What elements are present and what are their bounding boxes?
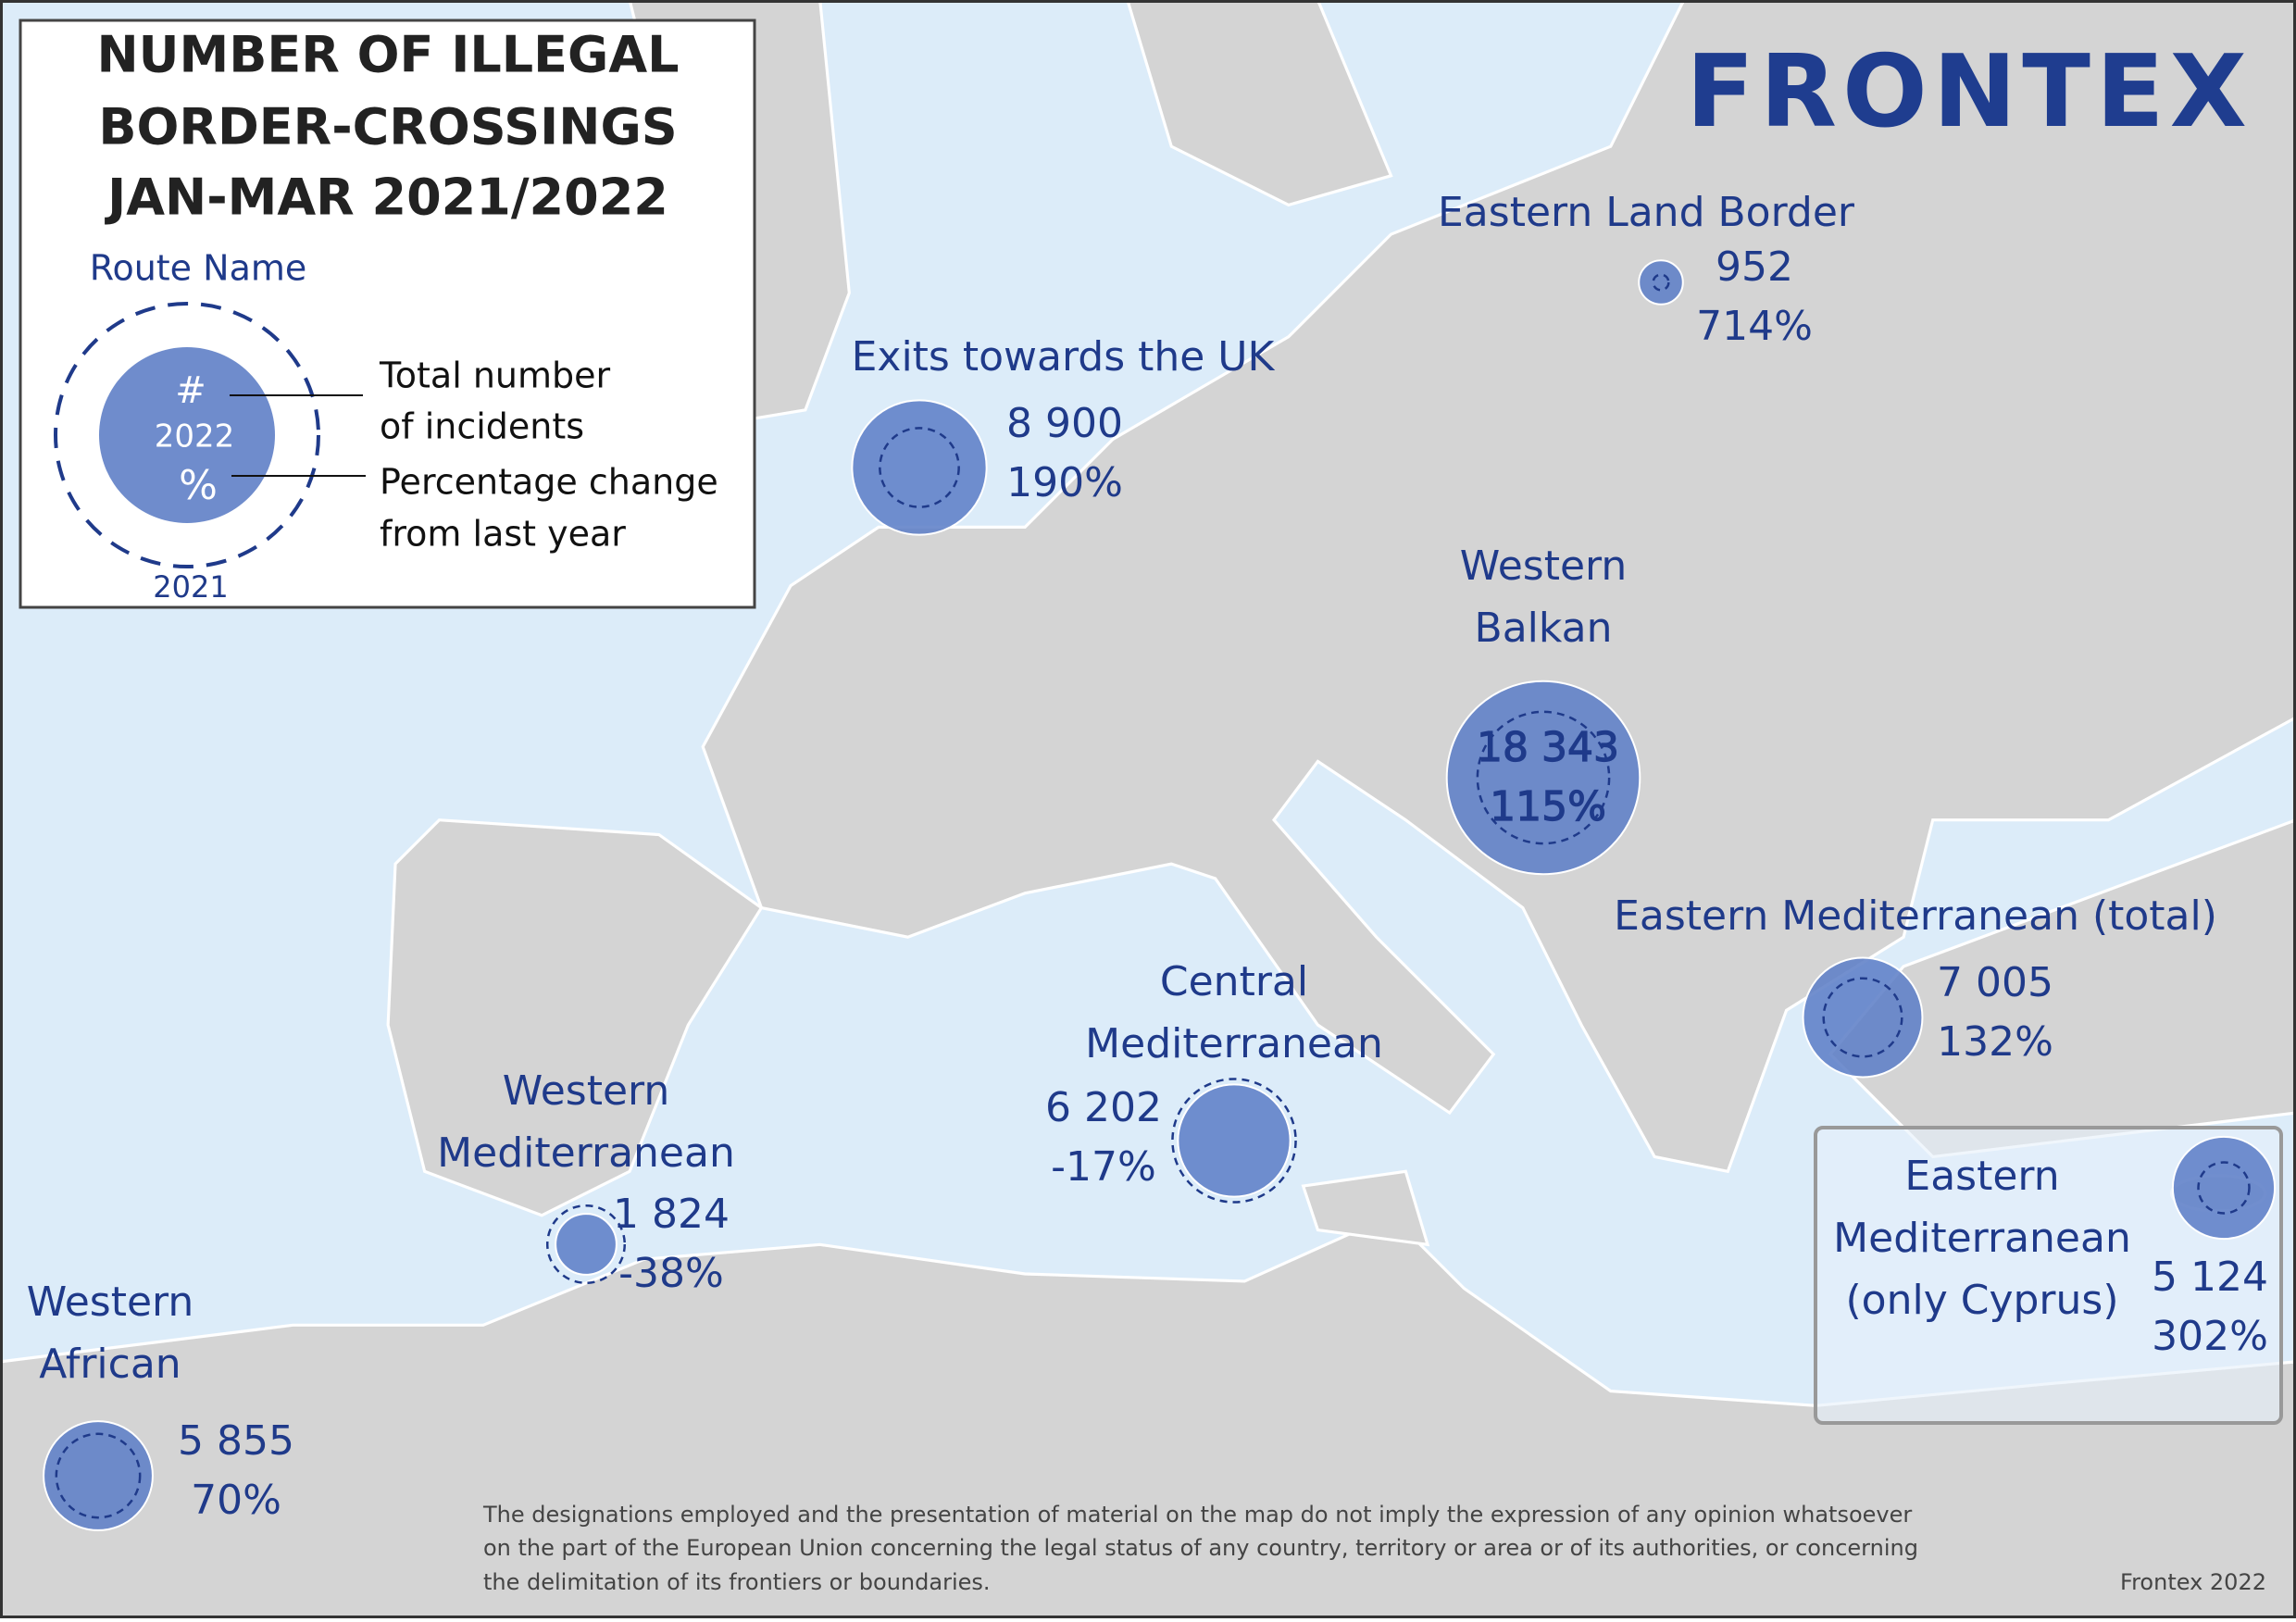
iberia xyxy=(386,818,764,1217)
route-name: Balkan xyxy=(1475,605,1613,652)
route-circle-2021 xyxy=(1476,710,1611,845)
route-change: 190% xyxy=(1006,459,1123,506)
route-name: Eastern Land Border xyxy=(1438,189,1855,236)
route-change: -38% xyxy=(618,1250,724,1297)
route-name: Mediterranean xyxy=(1833,1215,2131,1262)
route-change: 302% xyxy=(2152,1313,2268,1360)
route-change: -17% xyxy=(1051,1143,1156,1191)
disclaimer: The designations employed and the presen… xyxy=(482,1502,1912,1528)
route-total: 8 900 xyxy=(1006,400,1123,447)
route-total: 5 855 xyxy=(178,1417,294,1465)
legend-symbol: 2021 xyxy=(153,569,228,605)
route-change: 132% xyxy=(1937,1018,2053,1066)
route-name: African xyxy=(39,1341,181,1388)
route-circle-2022 xyxy=(1177,1083,1292,1198)
europe xyxy=(701,0,2296,1174)
route-circle-2022 xyxy=(2171,1135,2277,1241)
route-circle-2022 xyxy=(1802,956,1924,1079)
route-circle-2021 xyxy=(55,1432,142,1519)
legend-symbol: # xyxy=(175,369,206,412)
disclaimer: the delimitation of its frontiers or bou… xyxy=(483,1569,991,1595)
route-name: Mediterranean xyxy=(1085,1020,1383,1067)
route-name: Eastern Mediterranean (total) xyxy=(1614,892,2217,940)
title-line: JAN-MAR 2021/2022 xyxy=(104,168,668,227)
route-total: 5 124 xyxy=(2152,1254,2268,1301)
route-change: 70% xyxy=(191,1477,281,1524)
route-circle-2021 xyxy=(1822,977,1903,1058)
legend-text: of incidents xyxy=(380,406,584,447)
route-total: 952 xyxy=(1716,243,1793,291)
credit: Frontex 2022 xyxy=(2120,1569,2266,1595)
legend-symbol: 2022 xyxy=(155,418,235,455)
route-circle-2021 xyxy=(545,1204,627,1285)
route-name: Central xyxy=(1160,958,1308,1005)
route-name: (only Cyprus) xyxy=(1846,1277,2119,1324)
route-circle-2022 xyxy=(43,1420,154,1531)
disclaimer: on the part of the European Union concer… xyxy=(483,1535,1918,1561)
scandinavia xyxy=(1126,0,1393,207)
route-total: 18 343 xyxy=(1477,724,1619,771)
legend-text: Total number xyxy=(379,356,611,396)
title-line: NUMBER OF ILLEGAL xyxy=(96,26,679,84)
route-circle-2022 xyxy=(1445,680,1641,876)
legend-symbol: % xyxy=(179,462,218,509)
sicily xyxy=(1301,1169,1430,1247)
route-name: Eastern xyxy=(1904,1153,2059,1200)
route-name: Western xyxy=(27,1279,193,1326)
route-circle-2021 xyxy=(1652,273,1670,292)
legend-circle-2022 xyxy=(99,347,275,523)
route-circle-2022 xyxy=(555,1213,618,1276)
route-circle-2021 xyxy=(2197,1161,2251,1215)
title-line: BORDER-CROSSINGS xyxy=(98,98,677,156)
legend-circle-2021 xyxy=(54,302,320,568)
route-change: 115% xyxy=(1490,783,1606,830)
legend-text: Percentage change xyxy=(380,462,718,503)
route-name: Western xyxy=(1460,543,1627,590)
legend-text: from last year xyxy=(380,514,626,555)
route-name: Exits towards the UK xyxy=(852,333,1276,381)
route-total: 6 202 xyxy=(1045,1084,1162,1131)
route-change: 714% xyxy=(1696,303,1813,350)
route-circle-2022 xyxy=(1638,259,1684,306)
route-circle-2022 xyxy=(851,399,988,536)
route-name: Western xyxy=(503,1067,669,1115)
route-total: 7 005 xyxy=(1937,959,2053,1006)
route-name: Mediterranean xyxy=(437,1129,735,1177)
route-total: 1 824 xyxy=(613,1191,730,1238)
route-circle-2021 xyxy=(1171,1078,1297,1204)
route-circle-2021 xyxy=(879,427,960,508)
logo: FRONTEX xyxy=(1686,34,2252,150)
legend-route-name: Route Name xyxy=(90,248,307,289)
cyprus-inset-frame xyxy=(1814,1126,2283,1425)
